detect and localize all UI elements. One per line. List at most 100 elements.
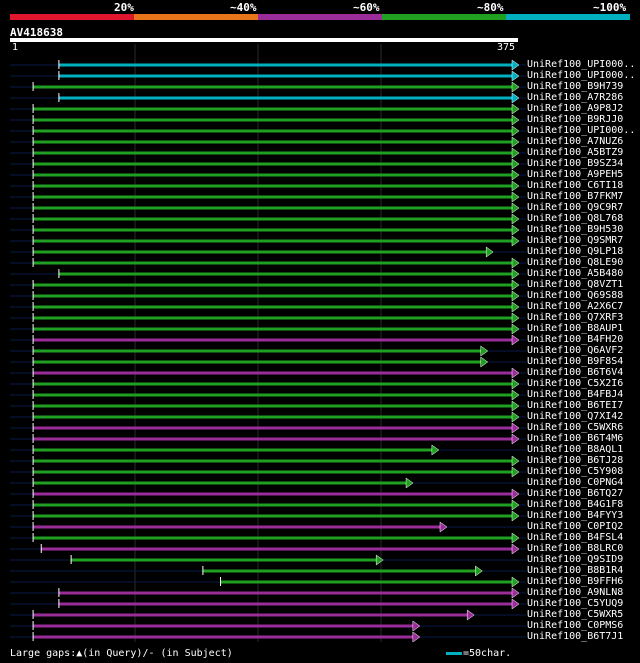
- hit-name-link[interactable]: UniRef100_B6T4M6: [527, 433, 624, 444]
- alignment-arrow: [511, 279, 520, 291]
- hit-name-link[interactable]: UniRef100_B9H530: [527, 224, 624, 235]
- alignment-arrow: [511, 499, 520, 511]
- alignment-arrow: [511, 213, 520, 225]
- hit-name-link[interactable]: UniRef100_C0PMS6: [527, 620, 624, 631]
- hit-name-link[interactable]: UniRef100_UPI000..: [527, 59, 636, 70]
- alignment-arrow: [511, 257, 520, 269]
- hit-name-link[interactable]: UniRef100_C6TI18: [527, 180, 624, 191]
- hit-name-link[interactable]: UniRef100_Q7XRF3: [527, 312, 624, 323]
- hit-name-link[interactable]: UniRef100_C5WXR6: [527, 422, 624, 433]
- hit-name-link[interactable]: UniRef100_Q9SID9: [527, 554, 624, 565]
- alignment-arrow: [511, 378, 520, 390]
- hit-name-link[interactable]: UniRef100_A9P8J2: [527, 103, 624, 114]
- alignment-arrow: [511, 367, 520, 379]
- query-name: AV418638: [10, 26, 63, 39]
- alignment-arrow: [511, 70, 520, 82]
- hit-name-link[interactable]: UniRef100_B4FSL4: [527, 532, 624, 543]
- hit-name-link[interactable]: UniRef100_Q69S88: [527, 290, 624, 301]
- hit-name-link[interactable]: UniRef100_A5BTZ9: [527, 147, 624, 158]
- hit-name-link[interactable]: UniRef100_B9SZ34: [527, 158, 624, 169]
- alignment-arrow: [511, 510, 520, 522]
- hit-name-link[interactable]: UniRef100_Q8LE90: [527, 257, 624, 268]
- hit-name-link[interactable]: UniRef100_B4FBJ4: [527, 389, 624, 400]
- alignment-arrow: [485, 246, 494, 258]
- query-bar: [10, 38, 518, 42]
- alignment-arrow: [511, 81, 520, 93]
- alignment-arrow: [511, 455, 520, 467]
- alignment-arrow: [511, 59, 520, 71]
- alignment-arrow: [511, 389, 520, 401]
- alignment-arrow: [405, 477, 414, 489]
- hit-name-link[interactable]: UniRef100_C0PNG4: [527, 477, 624, 488]
- alignment-arrow: [511, 323, 520, 335]
- hit-name-link[interactable]: UniRef100_C5X2I6: [527, 378, 624, 389]
- hit-name-link[interactable]: UniRef100_C5Y908: [527, 466, 624, 477]
- alignment-arrow: [439, 521, 448, 533]
- hit-name-link[interactable]: UniRef100_B9H739: [527, 81, 624, 92]
- hit-name-link[interactable]: UniRef100_B4G1F8: [527, 499, 624, 510]
- alignment-arrow: [511, 224, 520, 236]
- hit-name-link[interactable]: UniRef100_UPI000..: [527, 125, 636, 136]
- alignment-arrow: [412, 620, 421, 632]
- alignment-arrow: [511, 543, 520, 555]
- hit-name-link[interactable]: UniRef100_B8AQL1: [527, 444, 624, 455]
- hit-name-link[interactable]: UniRef100_Q7XI42: [527, 411, 624, 422]
- hit-name-link[interactable]: UniRef100_A7NUZ6: [527, 136, 624, 147]
- hit-name-link[interactable]: UniRef100_B8LRC0: [527, 543, 624, 554]
- alignment-arrow: [375, 554, 384, 566]
- alignment-arrow: [511, 136, 520, 148]
- alignment-arrow: [511, 114, 520, 126]
- hit-name-link[interactable]: UniRef100_A9NLN8: [527, 587, 624, 598]
- alignment-arrow: [511, 268, 520, 280]
- hit-name-link[interactable]: UniRef100_C0PIQ2: [527, 521, 624, 532]
- hit-name-link[interactable]: UniRef100_B9F8S4: [527, 356, 624, 367]
- hit-name-link[interactable]: UniRef100_A2X6C7: [527, 301, 624, 312]
- hit-name-link[interactable]: UniRef100_B4FH20: [527, 334, 624, 345]
- hit-name-link[interactable]: UniRef100_A7R286: [527, 92, 624, 103]
- hit-name-link[interactable]: UniRef100_B6T7J1: [527, 631, 624, 642]
- hit-name-link[interactable]: UniRef100_B6TEI7: [527, 400, 624, 411]
- hit-name-link[interactable]: UniRef100_Q9C9R7: [527, 202, 624, 213]
- hit-name-link[interactable]: UniRef100_Q8VZT1: [527, 279, 624, 290]
- alignment-arrow: [511, 334, 520, 346]
- scale-segment-green: [382, 14, 506, 20]
- hit-name-link[interactable]: UniRef100_B8B1R4: [527, 565, 624, 576]
- hit-name-link[interactable]: UniRef100_B4FYY3: [527, 510, 624, 521]
- alignment-arrow: [511, 576, 520, 588]
- scale-legend: =50char.: [446, 648, 511, 659]
- hit-name-link[interactable]: UniRef100_B9RJJ0: [527, 114, 624, 125]
- hit-name-link[interactable]: UniRef100_B9FFH6: [527, 576, 624, 587]
- hit-name-link[interactable]: UniRef100_B8AUP1: [527, 323, 624, 334]
- alignment-arrow: [511, 125, 520, 137]
- hit-name-link[interactable]: UniRef100_Q6AVF2: [527, 345, 624, 356]
- hit-name-link[interactable]: UniRef100_C5YUQ9: [527, 598, 624, 609]
- alignment-arrow: [511, 422, 520, 434]
- alignment-arrow: [511, 598, 520, 610]
- hit-name-link[interactable]: UniRef100_B6TJ28: [527, 455, 624, 466]
- scale-segment-red: [10, 14, 134, 20]
- alignment-arrow: [511, 433, 520, 445]
- hit-name-link[interactable]: UniRef100_Q8L768: [527, 213, 624, 224]
- alignment-arrow: [480, 345, 489, 357]
- hit-name-link[interactable]: UniRef100_B6TQ27: [527, 488, 624, 499]
- hit-name-link[interactable]: UniRef100_UPI000..: [527, 70, 636, 81]
- hit-name-link[interactable]: UniRef100_C5WXR5: [527, 609, 624, 620]
- alignment-arrow: [511, 169, 520, 181]
- alignment-arrow: [412, 631, 421, 643]
- alignment-arrow: [511, 92, 520, 104]
- alignment-arrow: [511, 103, 520, 115]
- identity-scale-bar: 20% ~40% ~60% ~80% ~100%: [10, 0, 630, 22]
- hit-name-link[interactable]: UniRef100_Q9LP18: [527, 246, 624, 257]
- scale-label-40: ~40%: [230, 1, 257, 14]
- hit-name-link[interactable]: UniRef100_A5B480: [527, 268, 624, 279]
- hit-name-link[interactable]: UniRef100_A9PEH5: [527, 169, 624, 180]
- hit-name-link[interactable]: UniRef100_B6T6V4: [527, 367, 624, 378]
- hit-name-link[interactable]: UniRef100_B7FKM7: [527, 191, 624, 202]
- scale-segment-purple: [258, 14, 382, 20]
- alignment-arrow: [475, 565, 483, 577]
- alignment-arrow: [511, 235, 520, 247]
- gaps-legend: Large gaps:▲(in Query)/- (in Subject): [10, 648, 233, 659]
- scale-legend-line: [446, 651, 462, 655]
- hit-name-link[interactable]: UniRef100_Q9SMR7: [527, 235, 624, 246]
- query-end-label: 375: [497, 42, 516, 53]
